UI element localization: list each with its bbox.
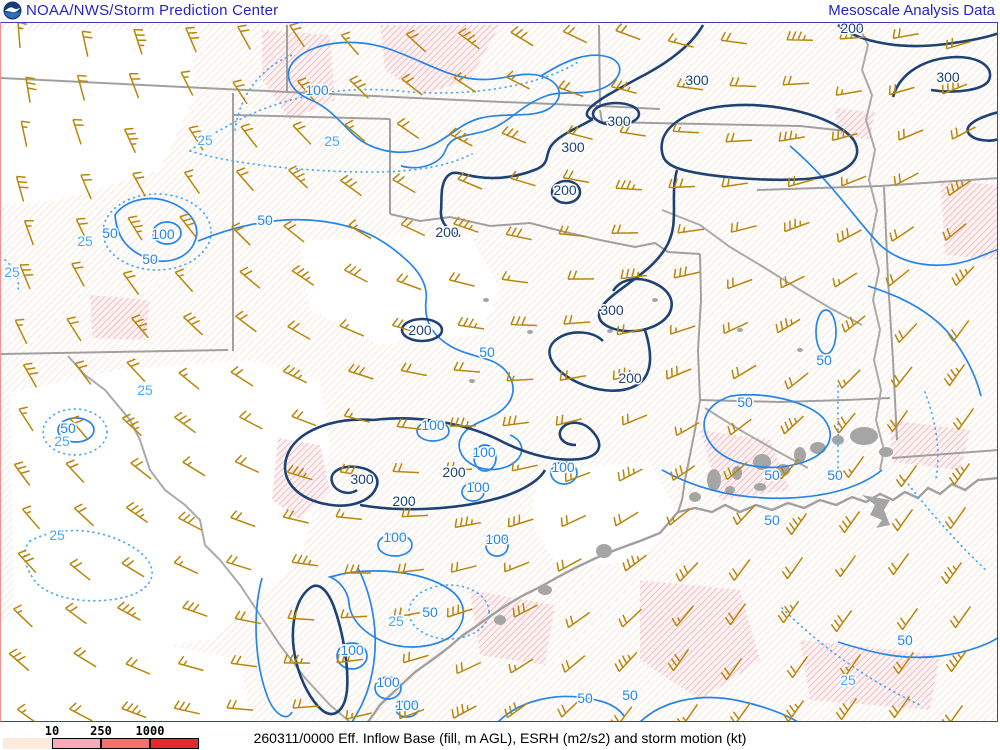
contour-label: 300 (350, 471, 374, 487)
contour-label: 50 (897, 632, 913, 648)
contour-label: 25 (840, 672, 856, 688)
contour-label: 200 (553, 182, 577, 198)
contour-label: 100 (151, 226, 175, 242)
contour-label: 50 (577, 690, 593, 706)
contour-label: 300 (685, 72, 709, 88)
storm-motion-wind-barbs (8, 23, 976, 722)
contour-label: 25 (4, 264, 20, 280)
contour-label: 100 (340, 642, 364, 658)
colorbar-segment (150, 738, 199, 749)
colorbar-segment (3, 738, 52, 749)
esrh-contours-200-300 (283, 24, 997, 716)
site-title-link[interactable]: NOAA/NWS/Storm Prediction Center (26, 2, 279, 19)
contour-label: 50 (816, 352, 832, 368)
inflow-base-fill (1, 23, 997, 722)
contour-label: 100 (466, 479, 490, 495)
colorbar-segment (101, 738, 150, 749)
contour-label: 100 (421, 417, 445, 433)
contour-label: 200 (408, 322, 432, 338)
noaa-logo-icon (3, 1, 22, 20)
page-header: NOAA/NWS/Storm Prediction Center Mesosca… (0, 0, 1000, 22)
esrh-contours-50-100 (57, 41, 997, 722)
contour-label: 200 (392, 493, 416, 509)
map-caption: 260311/0000 Eff. Inflow Base (fill, m AG… (253, 730, 747, 746)
contour-label: 100 (472, 444, 496, 460)
contour-label: 25 (197, 132, 213, 148)
contour-label: 100 (551, 459, 575, 475)
contour-label: 300 (607, 113, 631, 129)
contour-label: 50 (764, 512, 780, 528)
contour-label: 300 (936, 69, 960, 85)
contour-label: 200 (442, 464, 466, 480)
contour-label: 25 (49, 527, 65, 543)
contour-label: 200 (435, 224, 459, 240)
contour-label: 50 (622, 687, 638, 703)
contour-label: 25 (388, 613, 404, 629)
map-border (0, 22, 998, 722)
contour-label: 300 (561, 139, 585, 155)
contour-label: 50 (102, 225, 118, 241)
esrh-contours-25-dotted (4, 54, 989, 707)
contour-label: 50 (479, 344, 495, 360)
contour-label: 25 (77, 233, 93, 249)
contour-label: 200 (840, 20, 864, 36)
contour-label: 50 (142, 251, 158, 267)
page-footer: 10 250 1000 260311/0000 Eff. Inflow Base (… (0, 723, 1000, 750)
contour-label: 300 (600, 302, 624, 318)
contour-label: 50 (60, 420, 76, 436)
colorbar-tick-label: 1000 (135, 724, 165, 738)
contour-label: 50 (764, 467, 780, 483)
contour-label: 50 (257, 212, 273, 228)
contour-label: 25 (324, 133, 340, 149)
contour-label: 100 (305, 82, 329, 98)
colorbar-tick-label: 10 (44, 724, 60, 738)
contour-label: 200 (618, 370, 642, 386)
contour-label: 100 (383, 529, 407, 545)
colorbar-tick-label: 250 (90, 724, 112, 738)
contour-label: 50 (422, 604, 438, 620)
contour-label: 25 (54, 433, 70, 449)
contour-label: 50 (737, 394, 753, 410)
colorbar-segment (52, 738, 101, 749)
mesoanalysis-data-link[interactable]: Mesoscale Analysis Data (828, 2, 995, 19)
contour-label: 100 (376, 674, 400, 690)
contour-label: 25 (137, 382, 153, 398)
contour-label: 100 (485, 531, 509, 547)
contour-label: 50 (827, 467, 843, 483)
contour-label: 100 (395, 697, 419, 713)
